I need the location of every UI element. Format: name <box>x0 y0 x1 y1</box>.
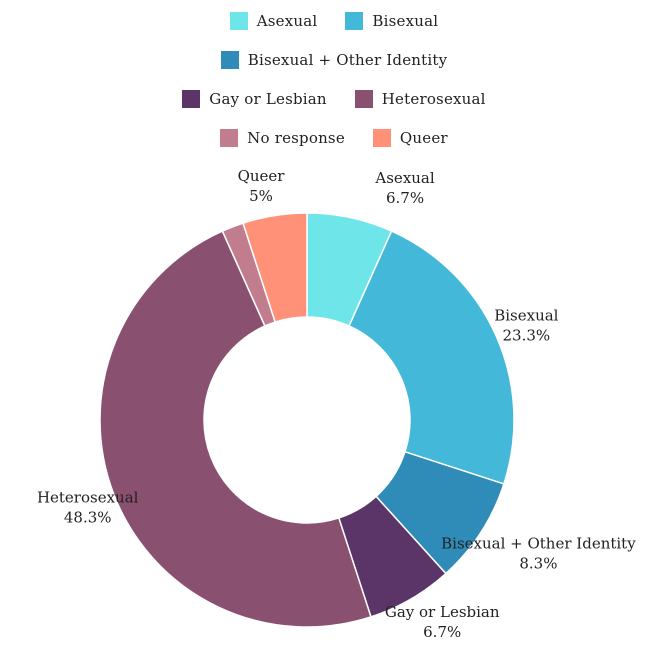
legend-label: Heterosexual <box>381 90 486 108</box>
legend-item-bisexual[interactable]: Bisexual <box>345 12 438 30</box>
legend-swatch <box>182 90 201 108</box>
slice-queer[interactable] <box>242 212 308 323</box>
legend-item-queer[interactable]: Queer <box>372 129 448 147</box>
legend-swatch <box>229 12 248 30</box>
slice-label-name: Queer <box>238 167 286 185</box>
legend-row: Asexual Bisexual <box>0 12 668 30</box>
legend-label: Bisexual <box>372 12 439 30</box>
legend-swatch <box>220 51 239 69</box>
slice-label-name: Heterosexual <box>37 488 139 506</box>
donut-slices <box>99 212 515 628</box>
legend-swatch <box>345 12 364 30</box>
slice-label-value: 48.3% <box>64 508 112 526</box>
legend-swatch <box>220 129 239 147</box>
legend-row: Bisexual + Other Identity <box>0 51 668 69</box>
legend-swatch <box>354 90 373 108</box>
slice-bisexual[interactable] <box>348 230 515 485</box>
slice-label-value: 23.3% <box>503 327 551 345</box>
slice-label-value: 8.3% <box>519 555 557 573</box>
slice-label-bisexual: Bisexual 23.3% <box>494 307 558 345</box>
slice-label-value: 5% <box>249 187 273 205</box>
slice-label-gay-or-lesbian: Gay or Lesbian 6.7% <box>385 603 500 641</box>
legend-label: No response <box>247 129 345 147</box>
slice-label-value: 6.7% <box>386 189 424 207</box>
legend-swatch <box>372 129 391 147</box>
slice-label-name: Bisexual + Other Identity <box>441 535 636 553</box>
legend-item-heterosexual[interactable]: Heterosexual <box>354 90 486 108</box>
legend-row: Gay or Lesbian Heterosexual <box>0 90 668 108</box>
slice-label-value: 6.7% <box>423 623 461 641</box>
chart-legend: Asexual Bisexual Bisexual + Other Identity… <box>0 0 668 160</box>
slice-label-queer: Queer 5% <box>238 167 286 205</box>
slice-label-name: Gay or Lesbian <box>385 603 500 621</box>
slice-label-heterosexual: Heterosexual 48.3% <box>37 488 139 526</box>
legend-label: Bisexual + Other Identity <box>247 51 448 69</box>
slice-labels: Asexual 6.7% Bisexual 23.3% Bisexual + Other… <box>37 167 636 641</box>
legend-label: Queer <box>399 129 448 147</box>
legend-item-no-response[interactable]: No response <box>220 129 345 147</box>
legend-item-asexual[interactable]: Asexual <box>229 12 318 30</box>
slice-label-name: Asexual <box>374 169 434 187</box>
slice-label-bisexual-other-identity: Bisexual + Other Identity 8.3% <box>441 535 636 573</box>
legend-label: Gay or Lesbian <box>209 90 327 108</box>
legend-item-gay-or-lesbian[interactable]: Gay or Lesbian <box>182 90 327 108</box>
legend-row: No response Queer <box>0 129 668 147</box>
legend-item-bisexual-other-identity[interactable]: Bisexual + Other Identity <box>220 51 448 69</box>
slice-label-asexual: Asexual 6.7% <box>374 169 434 207</box>
slice-heterosexual[interactable] <box>99 230 372 628</box>
slice-label-name: Bisexual <box>494 307 558 325</box>
legend-label: Asexual <box>256 12 318 30</box>
